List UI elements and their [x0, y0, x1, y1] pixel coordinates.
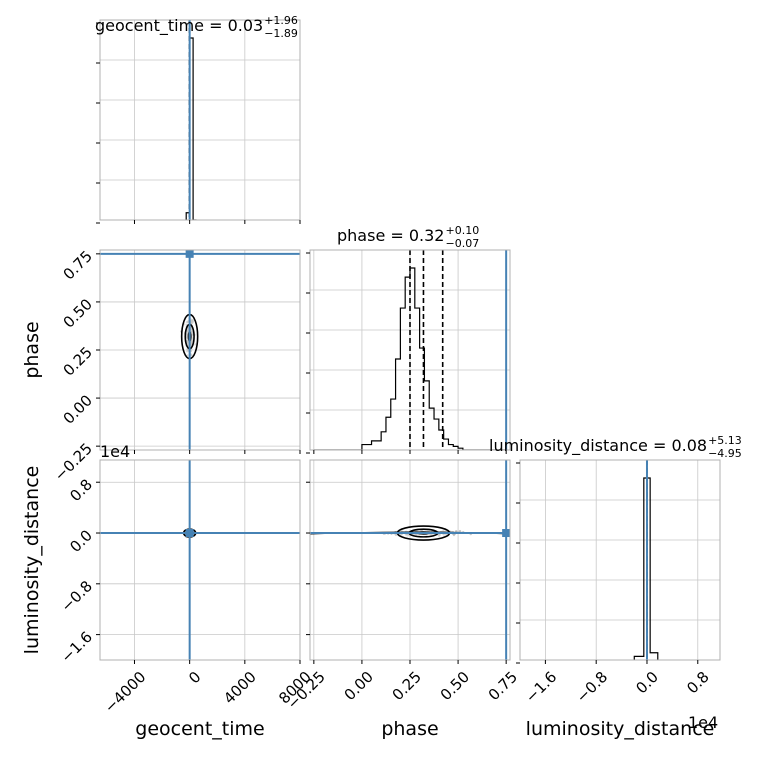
- panel-border-hist-luminosity_distance: [519, 459, 721, 661]
- y-offset-text: 1e4: [100, 442, 130, 461]
- truth-marker: [502, 529, 510, 538]
- truth-marker: [185, 250, 194, 258]
- sample-point: [191, 333, 194, 336]
- panel-title-sub-geocent_time: −1.89: [264, 27, 298, 40]
- panel-title-phase: phase = 0.32: [337, 226, 444, 245]
- x-offset-text: 1e4: [688, 713, 718, 732]
- panel-title-geocent_time: geocent_time = 0.03: [95, 16, 263, 36]
- panel-border-hist-geocent_time: [99, 19, 301, 221]
- sample-point: [458, 529, 462, 533]
- x-axis-title-luminosity_distance: luminosity_distance: [526, 718, 715, 740]
- panel-title-sup-luminosity_distance: +5.13: [708, 434, 742, 447]
- panel-title-sub-luminosity_distance: −4.95: [708, 447, 742, 460]
- panel-title-sup-phase: +0.10: [445, 224, 479, 237]
- panel-scatter-geocent_time-phase: [100, 250, 300, 450]
- panel-title-sub-phase: −0.07: [445, 237, 479, 250]
- sample-point: [194, 343, 197, 346]
- sample-point: [190, 342, 193, 345]
- panel-border-scatter-geocent_time-luminosity_distance: [99, 459, 301, 661]
- histogram-phase: [313, 267, 507, 450]
- x-axis-title-geocent_time: geocent_time: [135, 718, 264, 740]
- sample-point: [186, 340, 189, 343]
- panel-hist-geocent_time: [100, 20, 300, 220]
- truth-marker: [185, 529, 194, 538]
- panel-hist-luminosity_distance: [520, 460, 720, 660]
- y-axis-title-luminosity_distance: luminosity_distance: [21, 466, 43, 655]
- panel-hist-phase: [310, 250, 510, 450]
- sample-point: [394, 533, 398, 536]
- panel-title-sup-geocent_time: +1.96: [264, 14, 298, 27]
- panel-title-luminosity_distance: luminosity_distance = 0.08: [489, 436, 707, 456]
- panel-scatter-geocent_time-luminosity_distance: [100, 460, 300, 660]
- y-axis-title-phase: phase: [21, 321, 43, 378]
- x-axis-title-phase: phase: [381, 718, 438, 740]
- panel-scatter-phase-luminosity_distance: [310, 460, 510, 660]
- sample-point: [190, 320, 194, 323]
